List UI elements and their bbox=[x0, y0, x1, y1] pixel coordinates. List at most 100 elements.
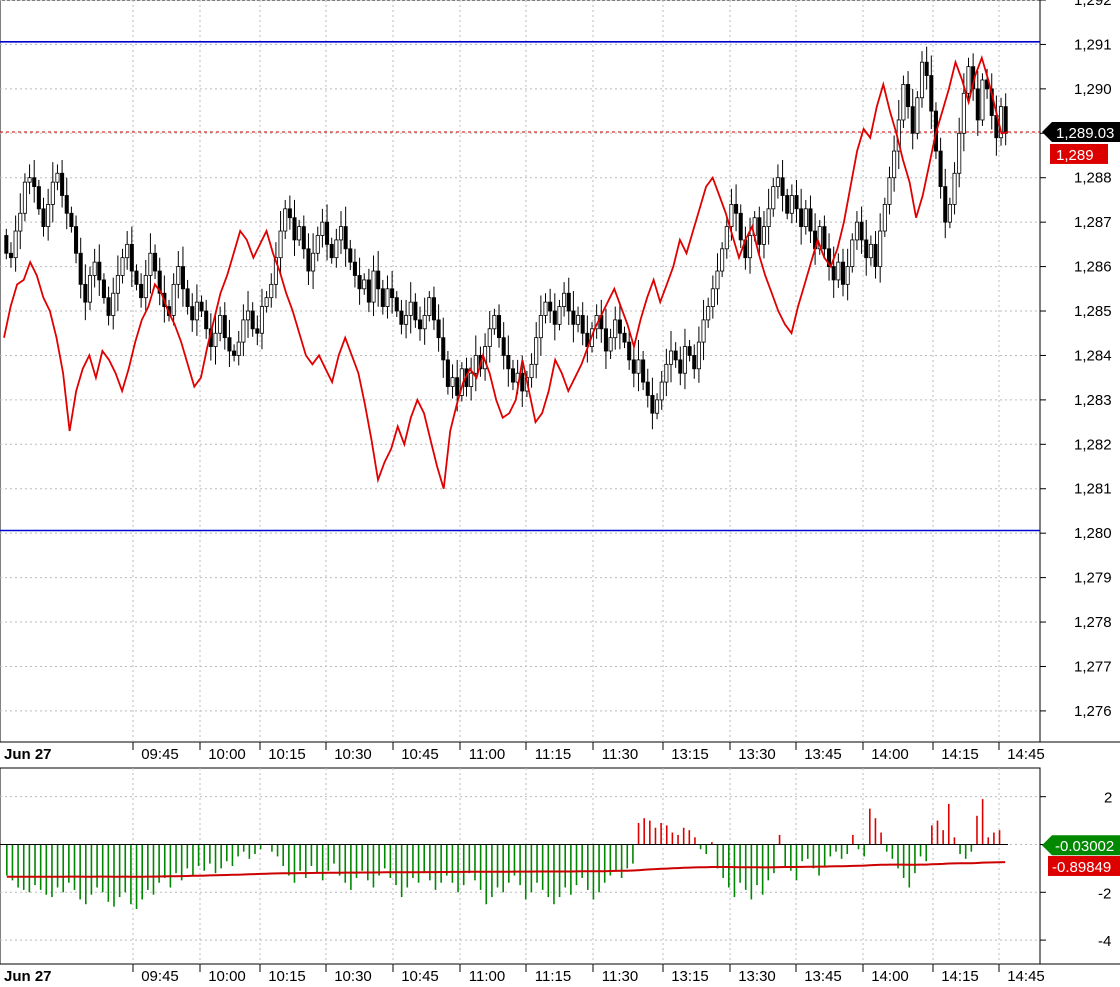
x-tick-label: 14:15 bbox=[941, 746, 979, 763]
candle-body bbox=[901, 84, 906, 121]
candle-body bbox=[487, 328, 492, 347]
candle-body bbox=[571, 310, 576, 325]
candle-body bbox=[120, 257, 125, 276]
price-y-tick-label: 1,277 bbox=[1074, 658, 1112, 675]
x-tick-label: 13:30 bbox=[738, 746, 776, 763]
candle-body bbox=[204, 310, 209, 330]
price-y-tick-label: 1,288 bbox=[1074, 170, 1112, 187]
candle-body bbox=[534, 337, 539, 365]
candle-body bbox=[27, 177, 32, 183]
candle-body bbox=[417, 319, 423, 330]
candle-body bbox=[413, 301, 418, 321]
candle-body bbox=[868, 243, 873, 259]
candle-body bbox=[427, 297, 432, 316]
candle-body bbox=[938, 150, 943, 188]
candle-body bbox=[390, 288, 395, 299]
price-y-tick-label: 1,279 bbox=[1074, 570, 1112, 587]
price-flag-label: 1,289.03 bbox=[1056, 125, 1114, 142]
candle-body bbox=[315, 235, 320, 254]
candle-body bbox=[506, 355, 511, 370]
price-y-tick-label: 1,285 bbox=[1074, 303, 1112, 320]
candle-body bbox=[757, 217, 762, 245]
candle-body bbox=[115, 275, 120, 294]
candle-body bbox=[724, 226, 729, 250]
candle-body bbox=[975, 88, 980, 121]
price-y-tick-label: 1,290 bbox=[1074, 81, 1112, 98]
candle-body bbox=[101, 279, 106, 299]
candle-body bbox=[603, 328, 608, 352]
candle-body bbox=[185, 288, 190, 307]
candle-body bbox=[176, 266, 181, 285]
candle-body bbox=[264, 297, 269, 307]
histogram-flag-label: -0.03002 bbox=[1055, 838, 1114, 855]
candle-body bbox=[246, 310, 251, 321]
candle-body bbox=[301, 226, 306, 250]
candle-body bbox=[139, 283, 144, 299]
candle-body bbox=[659, 381, 664, 401]
candle-body bbox=[404, 315, 409, 325]
candle-body bbox=[961, 92, 966, 134]
candle-body bbox=[548, 301, 553, 312]
candle-body bbox=[510, 368, 515, 383]
candle-body bbox=[259, 306, 264, 334]
candle-body bbox=[311, 252, 316, 272]
candle-body bbox=[106, 297, 111, 316]
candle-body bbox=[222, 315, 227, 339]
candle-body bbox=[966, 66, 971, 94]
candle-body bbox=[943, 186, 948, 223]
candle-body bbox=[720, 248, 725, 272]
candle-body bbox=[822, 226, 827, 250]
candle-body bbox=[845, 266, 850, 285]
candle-body bbox=[980, 79, 985, 121]
osc-y-tick-label: -2 bbox=[1098, 885, 1111, 902]
price-y-tick-label: 1,276 bbox=[1074, 703, 1112, 720]
candle-body bbox=[97, 261, 102, 281]
candle-body bbox=[915, 97, 920, 134]
candle-body bbox=[4, 235, 9, 254]
candle-body bbox=[701, 319, 706, 343]
oscillator-panel: -4-202Jun 2709:4510:0010:1510:3010:4511:… bbox=[0, 767, 1120, 985]
x-tick-label: 10:00 bbox=[208, 968, 246, 985]
price-y-tick-label: 1,278 bbox=[1074, 614, 1112, 631]
candle-body bbox=[655, 399, 660, 414]
candle-body bbox=[334, 239, 339, 259]
candle-body bbox=[687, 346, 692, 356]
x-tick-label: 10:00 bbox=[208, 746, 246, 763]
candle-body bbox=[250, 310, 255, 330]
candle-body bbox=[232, 350, 237, 356]
date-label: Jun 27 bbox=[4, 968, 52, 985]
candle-body bbox=[678, 359, 683, 374]
price-y-tick-label: 1,291 bbox=[1074, 36, 1112, 53]
candle-body bbox=[190, 306, 195, 321]
candle-body bbox=[729, 203, 734, 227]
candle-body bbox=[18, 212, 23, 232]
candle-body bbox=[450, 377, 455, 387]
candle-body bbox=[692, 355, 697, 370]
candle-body bbox=[906, 84, 911, 108]
x-tick-label: 13:45 bbox=[804, 746, 842, 763]
candle-body bbox=[129, 243, 134, 272]
candle-body bbox=[785, 195, 790, 214]
candle-body bbox=[715, 270, 720, 290]
candle-body bbox=[64, 195, 69, 214]
x-tick-label: 10:45 bbox=[401, 746, 439, 763]
candle-body bbox=[538, 315, 543, 339]
candle-body bbox=[436, 319, 441, 339]
candle-body bbox=[362, 279, 367, 290]
candle-body bbox=[111, 292, 116, 316]
candle-body bbox=[83, 283, 88, 303]
candle-body bbox=[394, 297, 399, 312]
candle-body bbox=[854, 221, 859, 241]
candle-body bbox=[682, 346, 687, 374]
candle-body bbox=[766, 208, 771, 227]
signal-line bbox=[6, 861, 1006, 878]
candle-body bbox=[236, 341, 241, 356]
x-tick-label: 14:15 bbox=[941, 968, 979, 985]
candle-body bbox=[22, 181, 27, 214]
x-tick-label: 09:45 bbox=[141, 746, 179, 763]
candle-body bbox=[552, 310, 557, 325]
candle-body bbox=[46, 203, 51, 227]
candle-body bbox=[873, 243, 878, 267]
candle-body bbox=[799, 208, 804, 227]
candle-body bbox=[636, 359, 641, 374]
